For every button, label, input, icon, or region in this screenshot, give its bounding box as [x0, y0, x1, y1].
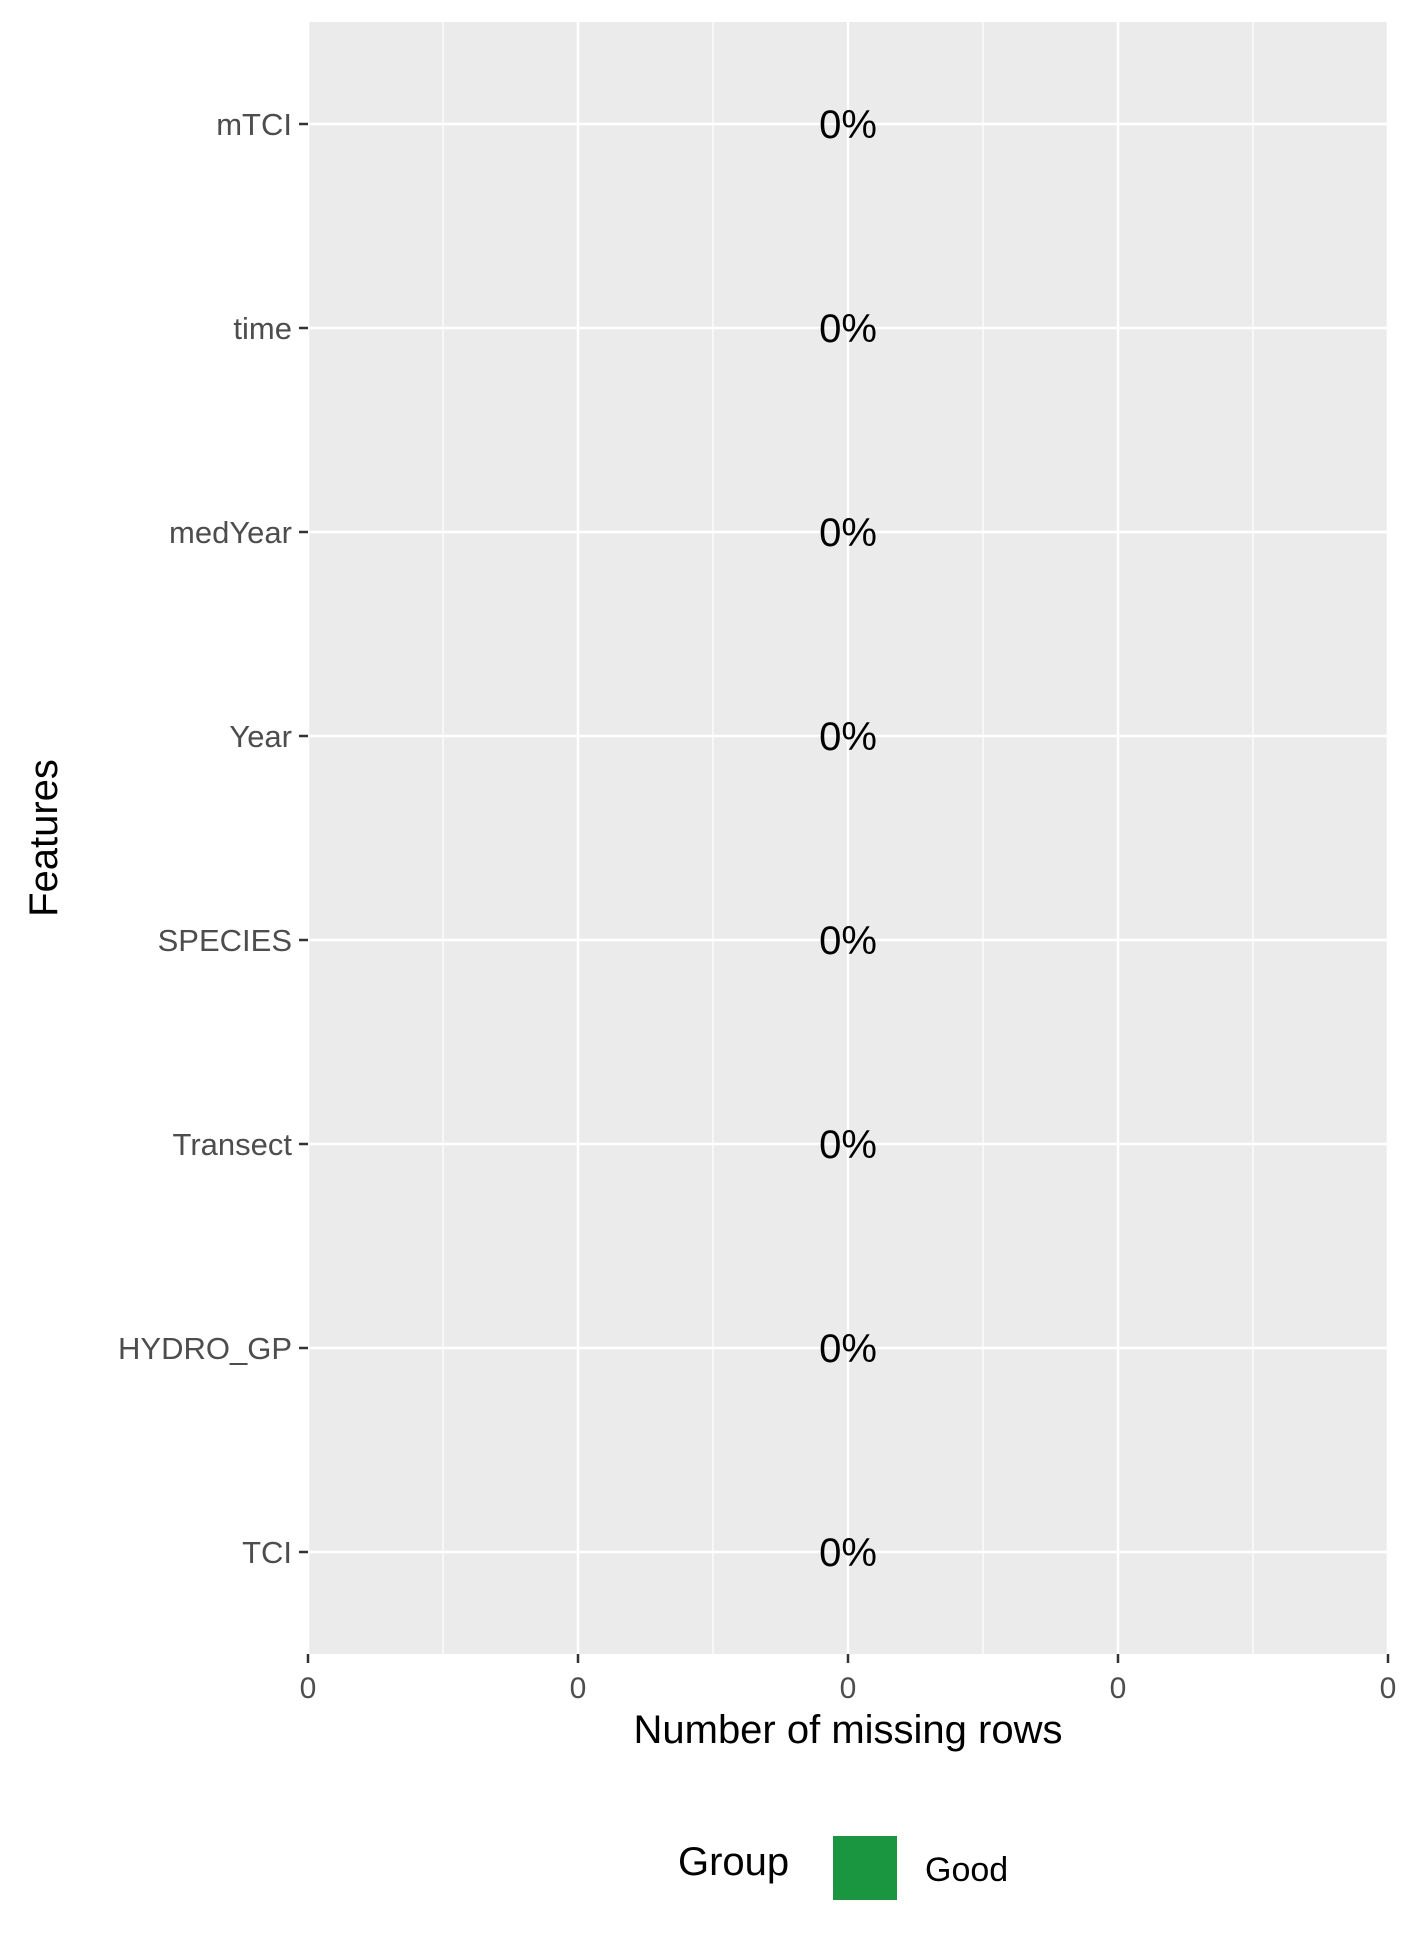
bar-label: 0%: [819, 1123, 877, 1167]
x-tick-label: 0: [300, 1672, 317, 1705]
bar-label: 0%: [819, 103, 877, 147]
bar-label: 0%: [819, 307, 877, 351]
y-tick-label-tci: TCI: [242, 1535, 292, 1570]
y-tick-label-year: Year: [229, 719, 292, 754]
x-axis-title: Number of missing rows: [633, 1708, 1062, 1752]
y-tick-label-hydro-gp: HYDRO_GP: [118, 1331, 292, 1366]
bar-label: 0%: [819, 1327, 877, 1371]
legend-label-good: Good: [925, 1851, 1008, 1889]
minor-gridlines: [442, 22, 1254, 1654]
bar-labels: 0% 0% 0% 0% 0% 0% 0% 0%: [819, 103, 877, 1575]
major-gridlines: [306, 22, 1390, 1654]
bar-label: 0%: [819, 715, 877, 759]
bar-label: 0%: [819, 511, 877, 555]
y-tick-label-species: SPECIES: [158, 923, 292, 958]
legend: Group Good: [678, 1836, 1008, 1900]
x-tick-label: 0: [1380, 1672, 1397, 1705]
x-tick-label: 0: [840, 1672, 857, 1705]
bar-label: 0%: [819, 919, 877, 963]
bar-label: 0%: [819, 1531, 877, 1575]
x-tick-label: 0: [570, 1672, 587, 1705]
y-tick-label-time: time: [233, 311, 292, 346]
y-axis-title: Features: [22, 759, 66, 917]
y-axis: mTCI time medYear Year SPECIES Transect HYDRO_…: [118, 107, 308, 1570]
y-tick-label-transect: Transect: [173, 1127, 293, 1162]
y-tick-label-mtci: mTCI: [216, 107, 292, 142]
legend-title: Group: [678, 1840, 789, 1884]
y-tick-label-medyear: medYear: [169, 515, 292, 550]
x-axis: 0 0 0 0 0: [300, 1654, 1397, 1705]
legend-key-good: [833, 1836, 897, 1900]
x-tick-label: 0: [1110, 1672, 1127, 1705]
